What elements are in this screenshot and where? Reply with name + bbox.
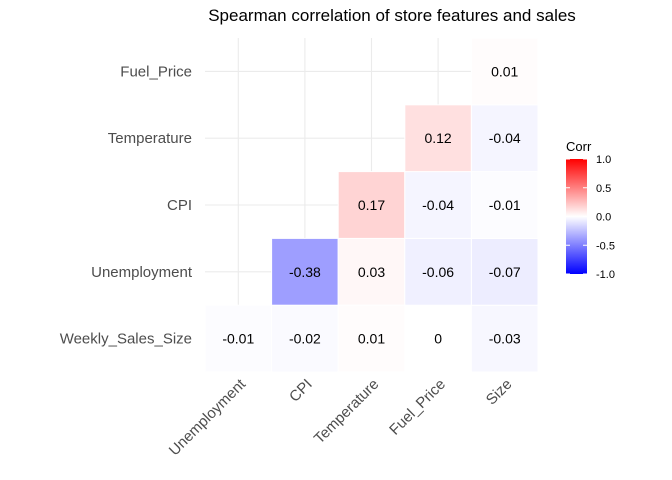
legend-tick-label: -1.0	[596, 269, 615, 281]
heatmap-cell	[470, 104, 539, 173]
cell-value-label: -0.03	[489, 331, 521, 347]
heatmap-cell	[271, 237, 339, 306]
chart-title: Spearman correlation of store features a…	[208, 6, 576, 25]
heatmap-cell	[337, 171, 406, 239]
y-tick-label: Unemployment	[91, 264, 193, 281]
cell-value-label: -0.02	[289, 331, 321, 347]
cell-value-label: 0.01	[358, 331, 385, 347]
cell-value-label: 0.03	[358, 264, 385, 280]
heatmap-cell	[337, 304, 406, 373]
cell-value-label: -0.04	[422, 197, 454, 213]
cell-value-label: -0.06	[422, 264, 454, 280]
x-tick-label: Size	[483, 376, 516, 409]
legend-tick-label: 0.0	[596, 212, 611, 224]
y-tick-label: Temperature	[108, 130, 192, 147]
cell-value-label: 0.01	[491, 63, 518, 79]
cell-value-label: 0.17	[358, 197, 385, 213]
heatmap-cell	[404, 237, 472, 306]
legend-tick-label: 0.5	[596, 183, 611, 195]
cell-value-label: -0.01	[489, 197, 521, 213]
x-tick-label: Unemployment	[166, 375, 250, 459]
cell-value-label: 0.12	[424, 130, 451, 146]
x-tick-label: CPI	[286, 376, 316, 406]
y-axis-ticks: Weekly_Sales_Size Unemployment CPI Temperat…	[60, 63, 193, 347]
heatmap-cell	[470, 37, 539, 106]
heatmap-cell	[337, 237, 406, 306]
cell-value-label: -0.04	[489, 130, 521, 146]
cell-value-label: -0.07	[489, 264, 521, 280]
x-tick-label: Temperature	[311, 376, 383, 448]
heatmap-cell	[470, 171, 539, 239]
legend: Corr 1.0 0.5 0.0 -0.5 -1.0	[566, 139, 615, 281]
y-tick-label: CPI	[167, 197, 192, 214]
heatmap-cell	[404, 304, 472, 373]
heatmap-cell	[271, 304, 339, 373]
legend-colorbar	[566, 159, 587, 274]
cell-value-label: 0	[434, 331, 442, 347]
heatmap-cells: -0.01 -0.02 0.01 0 -0.03 -0.38 0.03 -0.06 -0.07 0…	[204, 37, 539, 373]
y-tick-label: Weekly_Sales_Size	[60, 331, 192, 348]
legend-tick-label: 1.0	[596, 154, 611, 166]
cell-value-label: -0.01	[222, 331, 254, 347]
legend-tick-label: -0.5	[596, 240, 615, 252]
y-tick-label: Fuel_Price	[120, 63, 192, 80]
heatmap-cell	[470, 237, 539, 306]
cell-value-label: -0.38	[289, 264, 321, 280]
x-tick-label: Fuel_Price	[386, 376, 449, 439]
legend-title: Corr	[566, 139, 592, 154]
